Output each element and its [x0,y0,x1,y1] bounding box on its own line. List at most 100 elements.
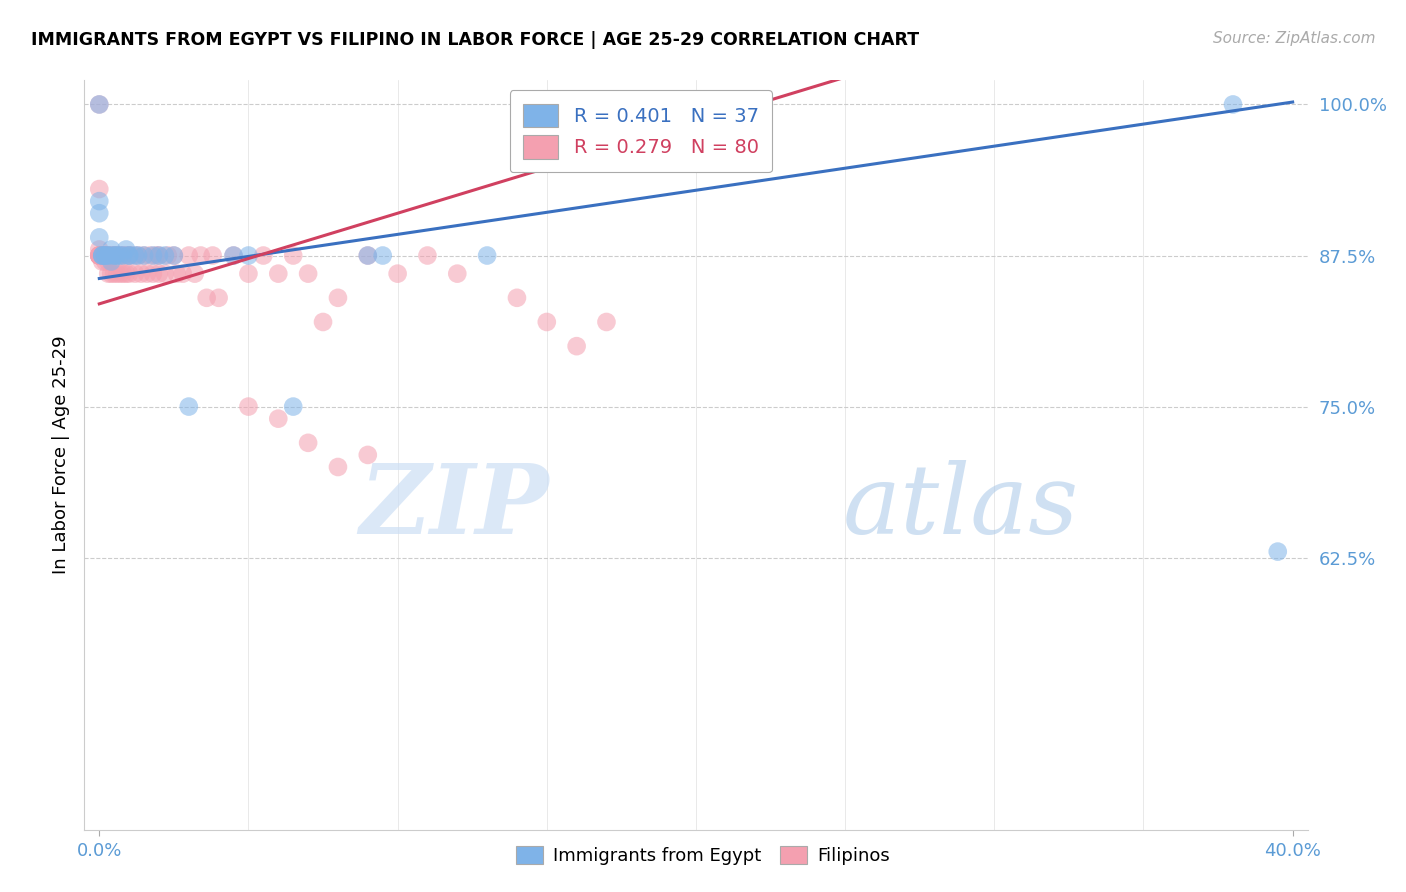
Point [108,267,131,281]
Point [94,248,117,262]
Point [89,194,111,208]
Point [91,248,114,262]
Point [357,448,380,462]
Point [118,248,141,262]
Point [190,248,212,262]
Legend: Immigrants from Egypt, Filipinos: Immigrants from Egypt, Filipinos [506,837,900,874]
Point [103,248,125,262]
Point [446,267,468,281]
Point [115,243,138,257]
Text: ZIP: ZIP [360,460,550,554]
Point [238,248,260,262]
Point [195,291,218,305]
Point [163,248,186,262]
Point [103,248,125,262]
Point [118,267,141,281]
Point [184,267,207,281]
Point [252,248,274,262]
Point [94,248,117,262]
Point [139,248,162,262]
Point [506,291,529,305]
Point [105,267,128,281]
Point [97,248,120,262]
Point [91,248,114,262]
Point [222,248,245,262]
Point [387,267,409,281]
Point [105,248,128,262]
Point [153,267,176,281]
Point [283,400,305,414]
Point [121,248,143,262]
Point [148,267,170,281]
Point [357,248,380,262]
Point [326,291,349,305]
Point [97,248,120,262]
Point [153,248,176,262]
Point [136,267,159,281]
Point [100,248,122,262]
Point [283,248,305,262]
Point [91,254,114,268]
Point [1267,544,1289,558]
Point [89,248,111,262]
Point [145,248,167,262]
Point [89,248,111,262]
Point [148,248,170,262]
Point [238,400,260,414]
Point [94,254,117,268]
Point [112,248,135,262]
Point [1222,97,1244,112]
Point [312,315,335,329]
Point [326,460,349,475]
Point [297,267,319,281]
Point [201,248,224,262]
Point [97,248,120,262]
Point [89,206,111,220]
Point [163,248,186,262]
Point [172,267,194,281]
Point [207,291,229,305]
Point [94,248,117,262]
Point [103,248,125,262]
Point [124,267,146,281]
Point [89,248,111,262]
Point [129,267,152,281]
Point [91,248,114,262]
Point [132,248,155,262]
Point [97,254,120,268]
Text: IMMIGRANTS FROM EGYPT VS FILIPINO IN LABOR FORCE | AGE 25-29 CORRELATION CHART: IMMIGRANTS FROM EGYPT VS FILIPINO IN LAB… [31,31,920,49]
Point [118,248,141,262]
Point [536,315,558,329]
Point [595,315,617,329]
Point [103,267,125,281]
Point [475,248,498,262]
Point [166,267,188,281]
Text: atlas: atlas [842,460,1078,554]
Point [357,248,380,262]
Point [115,267,138,281]
Point [89,97,111,112]
Point [222,248,245,262]
Point [91,248,114,262]
Point [91,248,114,262]
Point [127,248,149,262]
Point [100,243,122,257]
Point [89,97,111,112]
Legend: R = 0.401   N = 37, R = 0.279   N = 80: R = 0.401 N = 37, R = 0.279 N = 80 [509,90,772,172]
Point [565,339,588,353]
Point [103,248,125,262]
Point [94,248,117,262]
Point [89,248,111,262]
Point [112,248,135,262]
Point [94,248,117,262]
Point [142,267,165,281]
Point [238,267,260,281]
Point [148,248,170,262]
Point [132,248,155,262]
Point [177,248,200,262]
Point [267,267,290,281]
Point [118,248,141,262]
Point [100,254,122,268]
Point [91,248,114,262]
Point [297,435,319,450]
